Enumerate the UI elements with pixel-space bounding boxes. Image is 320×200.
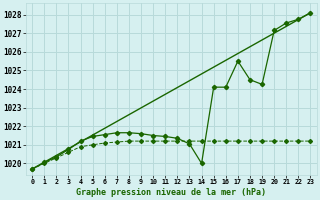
- X-axis label: Graphe pression niveau de la mer (hPa): Graphe pression niveau de la mer (hPa): [76, 188, 266, 197]
